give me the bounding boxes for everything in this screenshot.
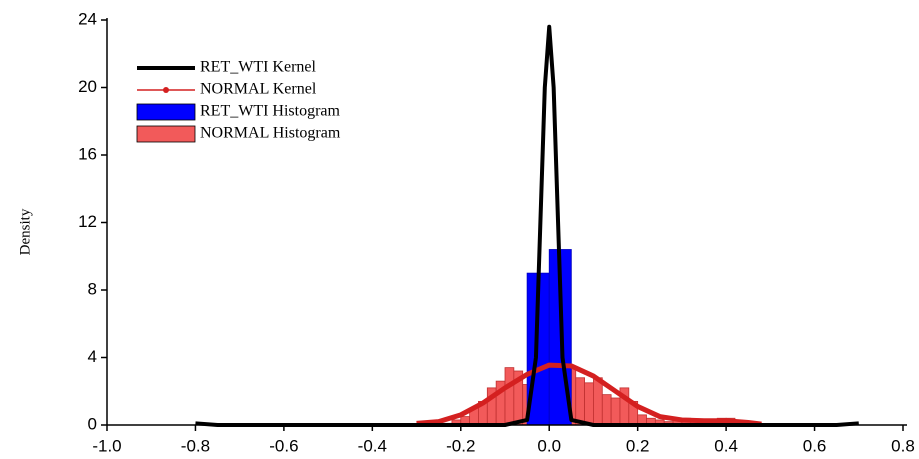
legend-label: NORMAL Histogram — [200, 125, 341, 142]
legend-marker — [163, 87, 169, 93]
x-tick-label: 0.2 — [626, 436, 650, 455]
y-tick-label: 20 — [78, 77, 97, 96]
histogram-bar — [601, 394, 612, 426]
x-tick-label: 0.6 — [803, 436, 827, 455]
y-tick-label: 0 — [88, 414, 97, 433]
x-tick-label: -0.8 — [181, 436, 210, 455]
x-tick-label: 0.0 — [537, 436, 561, 455]
y-tick-label: 16 — [78, 144, 97, 163]
kernel-line — [416, 362, 762, 427]
kernel-line — [195, 24, 859, 427]
x-tick-label: -0.6 — [269, 436, 298, 455]
y-tick-label: 12 — [78, 212, 97, 231]
x-tick-label: 0.4 — [714, 436, 738, 455]
legend-label: NORMAL Kernel — [200, 81, 317, 98]
x-tick-label: -0.2 — [446, 436, 475, 455]
histogram-bar — [610, 397, 621, 426]
y-axis-label: Density — [17, 208, 33, 255]
x-tick-label: -0.4 — [358, 436, 387, 455]
legend-label: RET_WTI Histogram — [200, 103, 341, 120]
histogram-bar — [584, 382, 594, 426]
histogram-bar — [504, 367, 515, 426]
legend-label: RET_WTI Kernel — [200, 59, 317, 76]
y-tick-label: 24 — [78, 9, 97, 28]
histogram-bar — [575, 377, 585, 426]
x-tick-label: 0.8 — [891, 436, 915, 455]
y-tick-label: 8 — [88, 279, 97, 298]
legend-swatch — [136, 103, 196, 121]
legend-swatch — [136, 125, 196, 143]
histogram-bar — [593, 377, 603, 426]
x-tick-label: -1.0 — [92, 436, 121, 455]
y-tick-label: 4 — [88, 347, 97, 366]
